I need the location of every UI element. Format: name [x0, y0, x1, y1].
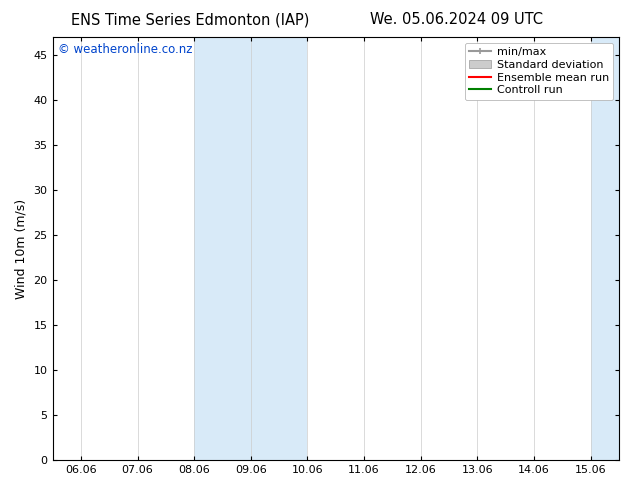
Legend: min/max, Standard deviation, Ensemble mean run, Controll run: min/max, Standard deviation, Ensemble me… — [465, 43, 614, 100]
Text: We. 05.06.2024 09 UTC: We. 05.06.2024 09 UTC — [370, 12, 543, 27]
Bar — [194, 37, 251, 460]
Bar — [591, 37, 619, 460]
Bar — [251, 37, 307, 460]
Text: ENS Time Series Edmonton (IAP): ENS Time Series Edmonton (IAP) — [71, 12, 309, 27]
Y-axis label: Wind 10m (m/s): Wind 10m (m/s) — [15, 198, 28, 299]
Text: © weatheronline.co.nz: © weatheronline.co.nz — [58, 44, 193, 56]
